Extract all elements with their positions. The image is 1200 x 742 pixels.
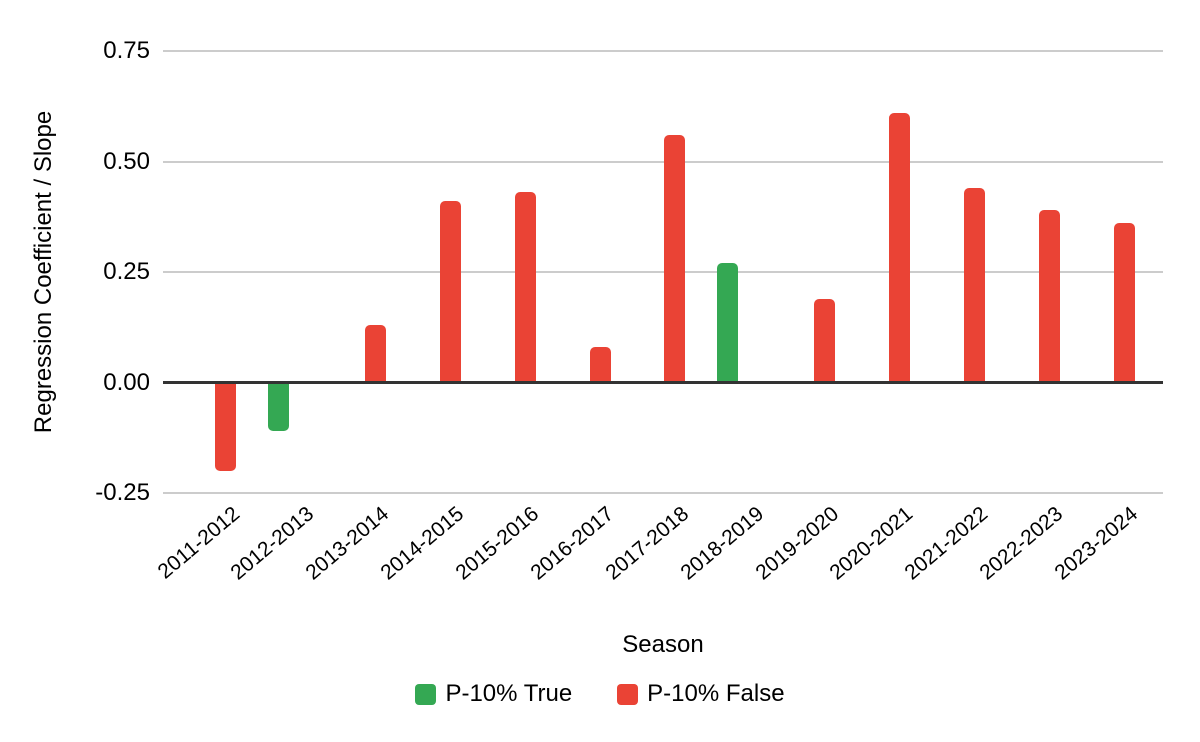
bar-2012-2013[interactable] (267, 382, 289, 432)
y-tick-label: 0.00 (103, 368, 150, 396)
legend-label-true: P-10% True (445, 680, 573, 707)
bar-2022-2023[interactable] (1038, 210, 1060, 383)
bar-2020-2021[interactable] (889, 112, 911, 383)
y-tick-label: 0.50 (103, 147, 150, 175)
bar-2011-2012[interactable] (215, 382, 237, 471)
bar-2018-2019[interactable] (717, 263, 739, 383)
gridline (163, 271, 1163, 273)
legend: P-10% True P-10% False (0, 680, 1200, 708)
bar-2014-2015[interactable] (439, 201, 461, 383)
x-axis-title: Season (622, 631, 704, 658)
bar-2021-2022[interactable] (963, 188, 985, 383)
bar-2016-2017[interactable] (589, 347, 611, 383)
legend-item-p10-false[interactable]: P-10% False (617, 680, 785, 708)
y-tick-label: 0.75 (103, 37, 150, 64)
gridline (163, 50, 1163, 52)
legend-label-false: P-10% False (647, 680, 785, 707)
bar-2017-2018[interactable] (664, 134, 686, 383)
gridline (163, 160, 1163, 163)
plot-area (163, 50, 1163, 494)
legend-swatch-false (617, 683, 639, 705)
y-tick-label: 0.25 (103, 258, 150, 285)
bar-2023-2024[interactable] (1113, 223, 1135, 383)
bar-2013-2014[interactable] (364, 325, 386, 383)
bar-2015-2016[interactable] (514, 192, 536, 383)
legend-item-p10-true[interactable]: P-10% True (415, 680, 572, 708)
gridline (163, 492, 1163, 494)
y-tick-label: -0.25 (95, 479, 150, 506)
bar-2019-2020[interactable] (814, 298, 836, 383)
x-axis-zero-line (163, 381, 1163, 384)
legend-swatch-true (415, 683, 437, 705)
